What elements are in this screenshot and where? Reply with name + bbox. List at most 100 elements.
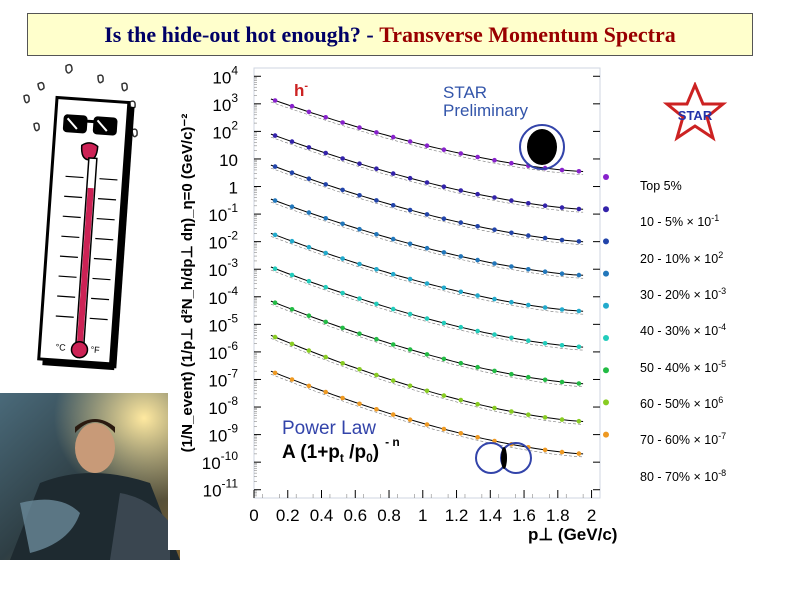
data-point	[475, 401, 480, 407]
fit-band	[270, 303, 584, 387]
data-point	[509, 160, 514, 166]
data-point	[559, 237, 565, 243]
data-point	[559, 343, 565, 348]
y-tick-label: 10-5	[208, 311, 238, 335]
data-point	[458, 220, 464, 225]
highlight-blob	[527, 129, 557, 165]
mercury-column	[76, 187, 94, 348]
data-point	[458, 324, 464, 330]
legend-item: 70 - 60% × 10-7	[640, 431, 727, 448]
data-point	[289, 307, 295, 312]
legend	[603, 174, 609, 438]
legend-marker	[603, 270, 609, 277]
data-point	[390, 171, 396, 176]
series-7	[270, 300, 584, 387]
data-point	[424, 281, 430, 286]
data-point	[323, 319, 328, 325]
data-point	[289, 238, 295, 244]
data-point	[542, 415, 548, 420]
data-point	[357, 261, 362, 267]
legend-item: 20 - 10% × 102	[640, 249, 724, 266]
tongue-icon	[80, 142, 99, 161]
title-question: Is the hide-out hot enough?	[104, 21, 361, 47]
data-point	[458, 151, 464, 156]
data-point	[509, 198, 514, 203]
data-point	[559, 205, 565, 210]
data-point	[272, 232, 278, 238]
legend-item: Top 5%	[640, 179, 682, 193]
data-point	[441, 250, 447, 255]
series-5	[270, 232, 584, 315]
series-layer	[270, 98, 584, 458]
y-tick-label: 10-8	[208, 394, 238, 418]
data-point	[340, 395, 345, 401]
data-point	[576, 344, 582, 350]
pt-spectra-chart: 10410310210110-110-210-310-410-510-610-7…	[168, 58, 618, 550]
legend-item: 60 - 50% × 106	[640, 395, 724, 412]
data-point	[289, 377, 295, 382]
data-point	[306, 348, 312, 353]
data-point	[492, 405, 497, 411]
x-tick-labels: 0 0.2 0.4 0.6 0.8 1 1.2 1.4 1.6 1.8 2	[249, 506, 596, 525]
data-point	[374, 198, 379, 203]
data-point	[374, 166, 379, 171]
data-point	[526, 374, 531, 380]
series-3	[270, 164, 584, 245]
data-point	[407, 347, 413, 352]
data-point	[542, 305, 548, 310]
data-point	[576, 418, 582, 424]
fit-band	[270, 338, 584, 425]
data-point	[374, 267, 379, 272]
data-point	[306, 145, 312, 150]
y-tick-label: 10-10	[202, 449, 239, 473]
data-point	[475, 328, 480, 334]
data-point	[340, 290, 345, 296]
data-point	[441, 147, 447, 152]
data-point	[323, 389, 328, 395]
data-point	[458, 397, 464, 403]
data-point	[272, 164, 278, 169]
data-point	[542, 447, 548, 453]
x-tick-label: 0.2	[276, 506, 300, 525]
data-point	[357, 161, 362, 166]
data-point	[390, 378, 396, 383]
sweating-thermometer-cartoon: °C °F	[23, 63, 138, 371]
data-point	[526, 233, 531, 238]
data-point	[509, 335, 514, 341]
data-point	[289, 139, 295, 144]
legend-marker	[603, 206, 609, 213]
data-point	[542, 203, 548, 208]
data-point	[492, 195, 497, 200]
fahrenheit-label: °F	[90, 344, 100, 355]
data-point	[340, 156, 345, 161]
legend-marker	[603, 367, 609, 374]
data-point	[542, 235, 548, 241]
data-point	[390, 342, 396, 347]
data-point	[576, 169, 582, 174]
data-point	[407, 417, 413, 423]
data-point	[576, 381, 582, 386]
data-point	[559, 271, 565, 276]
sunglasses-icon	[62, 114, 118, 136]
data-point	[357, 193, 362, 198]
data-point	[407, 383, 413, 389]
data-point	[306, 109, 312, 115]
data-point	[374, 336, 379, 342]
data-point	[576, 206, 582, 212]
data-point	[424, 352, 430, 357]
star-logo: STAR	[662, 82, 728, 142]
data-point	[407, 311, 413, 317]
fit-band	[270, 373, 584, 458]
x-axis-title: p⊥ (GeV/c)	[528, 525, 617, 544]
data-point	[374, 301, 379, 307]
data-point	[441, 426, 447, 432]
data-point	[509, 409, 514, 414]
data-point	[407, 175, 413, 181]
data-point	[272, 300, 278, 305]
x-tick-label: 1.8	[546, 506, 570, 525]
y-tick-marks	[254, 75, 600, 497]
data-point	[374, 407, 379, 412]
data-point	[441, 285, 447, 291]
data-point	[458, 254, 464, 259]
y-tick-label: 1	[229, 179, 238, 198]
